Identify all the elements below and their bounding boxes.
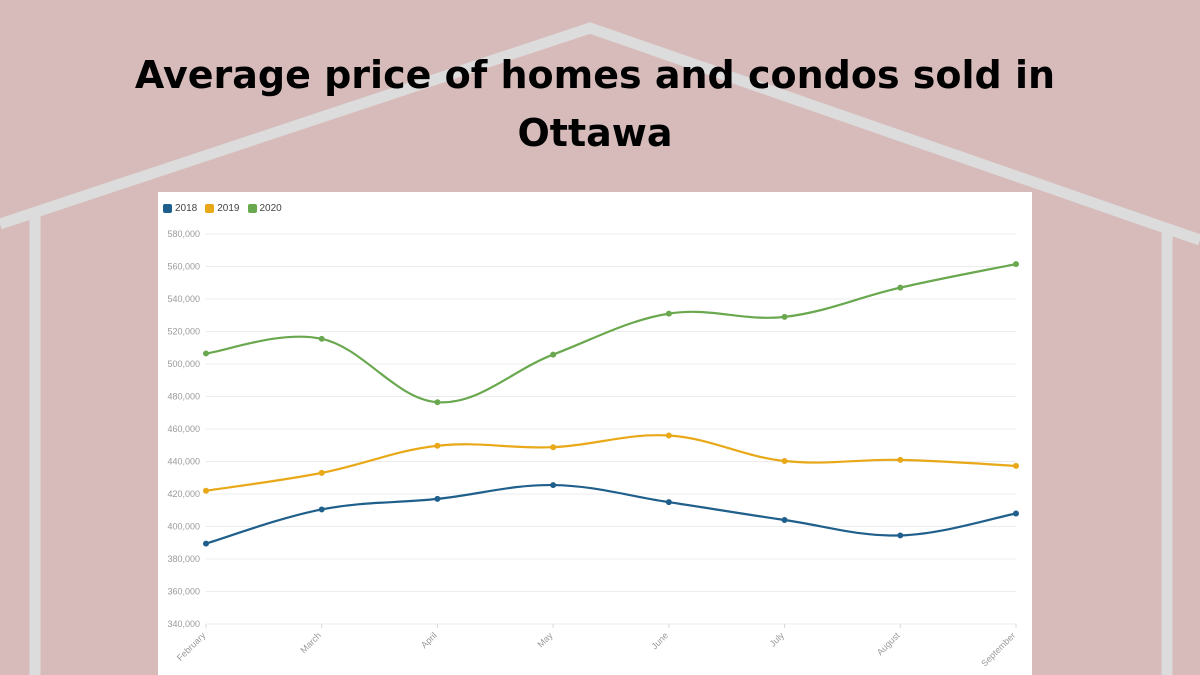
x-tick-label: February [175, 630, 208, 663]
legend-swatch [247, 204, 257, 213]
data-point-2019 [434, 442, 441, 449]
y-tick-label: 540,000 [167, 294, 200, 304]
data-point-2018 [318, 506, 325, 513]
x-tick-label: April [419, 630, 439, 650]
x-tick-label: May [535, 630, 554, 649]
data-point-2018 [781, 517, 788, 523]
data-point-2020 [203, 350, 209, 357]
data-point-2020 [550, 351, 557, 358]
y-tick-label: 420,000 [167, 489, 200, 499]
legend-label: 2020 [259, 203, 282, 214]
data-point-2020 [434, 399, 441, 406]
data-point-2020 [1013, 261, 1019, 268]
y-tick-label: 560,000 [167, 262, 200, 272]
y-tick-label: 480,000 [167, 392, 200, 402]
data-point-2020 [897, 284, 904, 291]
data-point-2019 [318, 469, 325, 476]
y-tick-label: 400,000 [167, 522, 200, 532]
y-tick-label: 500,000 [167, 359, 200, 369]
legend-swatch [205, 204, 215, 213]
data-point-2018 [550, 482, 557, 489]
legend-item-2018[interactable]: 2018 [163, 203, 197, 214]
x-tick-label: August [875, 630, 902, 657]
line-chart: 340,000 360,000 380,000 400,000 420,000 440,0… [167, 229, 1019, 669]
y-tick-label: 520,000 [167, 327, 200, 337]
data-point-2018 [897, 532, 904, 539]
data-point-2020 [318, 335, 325, 342]
page-title: Average price of homes and condos sold i… [134, 53, 1056, 155]
chart-card: 2018 2019 2020 340,000 360,000 380,000 400,00… [158, 192, 1032, 675]
x-tick-label: September [979, 630, 1017, 668]
house-roof-line [0, 22, 1200, 246]
y-tick-label: 440,000 [167, 457, 200, 467]
legend-label: 2018 [175, 203, 198, 214]
data-point-2018 [434, 495, 441, 502]
data-point-2020 [781, 313, 788, 320]
data-point-2019 [203, 487, 209, 494]
x-tick-label: June [649, 630, 670, 651]
y-tick-label: 360,000 [167, 587, 200, 597]
data-point-2019 [1013, 462, 1019, 469]
data-point-2019 [781, 458, 788, 465]
x-tick-label: July [768, 630, 787, 649]
data-point-2020 [665, 310, 672, 317]
data-point-2018 [665, 499, 672, 506]
legend-swatch [163, 204, 172, 213]
y-tick-label: 580,000 [167, 229, 200, 239]
y-tick-label: 340,000 [167, 619, 200, 629]
y-tick-label: 460,000 [167, 424, 200, 434]
data-point-2019 [897, 456, 904, 463]
data-point-2018 [203, 540, 209, 547]
legend-item-2020[interactable]: 2020 [247, 203, 282, 214]
series-line-2020 [205, 262, 1017, 404]
legend-label: 2019 [217, 203, 240, 214]
data-point-2019 [550, 444, 557, 451]
data-point-2018 [1013, 510, 1019, 517]
series-line-2019 [205, 434, 1017, 492]
data-point-2019 [665, 432, 672, 439]
chart-legend: 2018 2019 2020 [163, 203, 282, 214]
y-tick-label: 380,000 [167, 554, 200, 564]
legend-item-2019[interactable]: 2019 [205, 203, 240, 214]
x-tick-label: March [298, 630, 323, 655]
series-line-2018 [205, 483, 1017, 545]
